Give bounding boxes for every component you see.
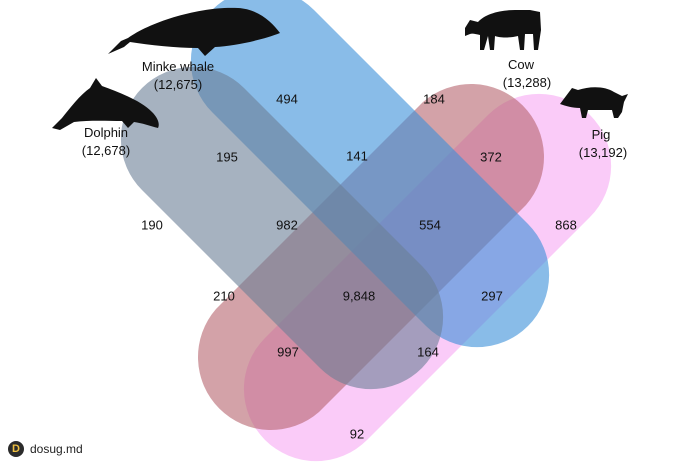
region-minke-cow: 141: [346, 148, 368, 163]
region-dolphin-minke-cow: 982: [276, 217, 298, 232]
region-minke-only: 494: [276, 91, 298, 106]
region-dolphin-pig: 92: [350, 426, 364, 441]
minke-whale-icon: [108, 7, 280, 57]
region-pig-only: 868: [555, 217, 577, 232]
region-dolphin-cow: 210: [213, 288, 235, 303]
dolphin-icon: [52, 78, 159, 130]
watermark-logo-icon: D: [8, 441, 24, 457]
pig-count: (13,192): [579, 145, 627, 160]
pig-icon: [560, 87, 628, 118]
venn-sets: [120, 0, 612, 462]
cow-count: (13,288): [503, 75, 551, 90]
cow-label: Cow: [508, 57, 535, 72]
region-cow-pig: 372: [480, 149, 502, 164]
cow-icon: [465, 10, 541, 50]
region-minke-cow-pig: 554: [419, 217, 441, 232]
region-dolphin-minke: 195: [216, 149, 238, 164]
watermark: D dosug.md: [4, 438, 91, 460]
region-cow-only: 184: [423, 91, 445, 106]
dolphin-count: (12,678): [82, 143, 130, 158]
region-all-four: 9,848: [343, 288, 376, 303]
dolphin-label: Dolphin: [84, 125, 128, 140]
minke-whale-set: [190, 0, 550, 348]
region-dolphin-cow-pig: 997: [277, 344, 299, 359]
pig-label: Pig: [592, 127, 611, 142]
region-dolphin-minke-pig: 164: [417, 344, 439, 359]
region-dolphin-only: 190: [141, 217, 163, 232]
minke-whale-label: Minke whale: [142, 59, 214, 74]
dolphin-set: [120, 66, 444, 390]
minke-whale-count: (12,675): [154, 77, 202, 92]
watermark-text: dosug.md: [30, 442, 83, 456]
region-minke-pig: 297: [481, 288, 503, 303]
